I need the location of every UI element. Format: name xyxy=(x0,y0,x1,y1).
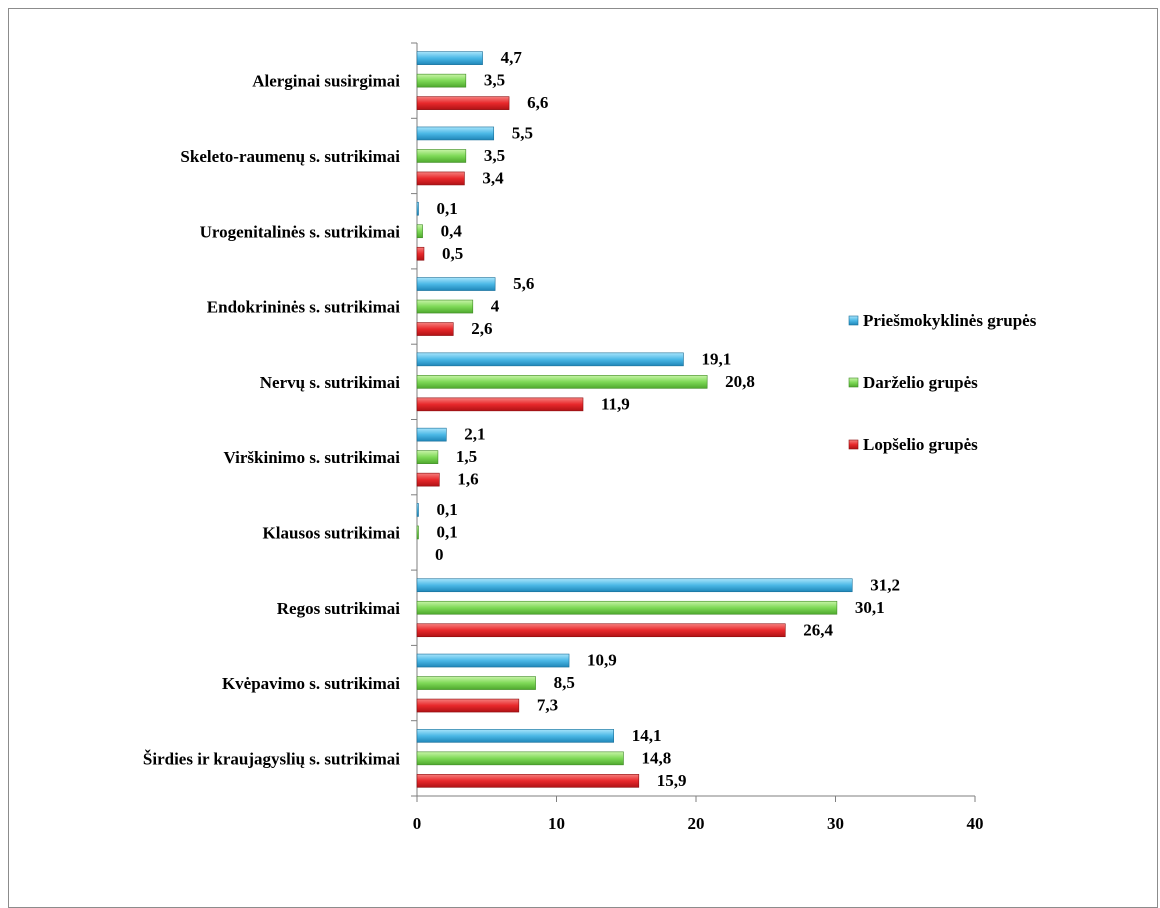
category-label: Klausos sutrikimai xyxy=(263,523,401,542)
bar xyxy=(416,774,640,788)
data-label: 4 xyxy=(491,297,500,316)
category-label: Alerginai susirgimai xyxy=(252,72,400,91)
bar xyxy=(416,503,419,517)
x-tick-label: 0 xyxy=(413,814,422,833)
bar xyxy=(416,427,447,442)
data-label: 0 xyxy=(435,545,444,564)
bar xyxy=(416,246,425,261)
legend-item: Darželio grupės xyxy=(848,373,978,392)
bar xyxy=(416,277,496,291)
bar xyxy=(416,375,708,389)
category-label: Virškinimo s. sutrikimai xyxy=(224,448,401,467)
bar xyxy=(416,653,570,668)
data-label: 15,9 xyxy=(657,771,687,790)
bar xyxy=(416,73,467,88)
legend-swatch xyxy=(848,377,859,388)
legend-label: Lopšelio grupės xyxy=(863,435,978,454)
bar xyxy=(416,698,520,713)
bar xyxy=(416,96,510,110)
chart-frame: 0 10 20 30 40 Alerginai susirgimai 4,7 3,5 6,6 Sk… xyxy=(8,8,1158,908)
bar xyxy=(416,525,419,540)
data-label: 14,8 xyxy=(641,748,671,767)
bar xyxy=(416,201,419,216)
data-label: 1,5 xyxy=(456,447,477,466)
bar xyxy=(416,322,454,336)
data-label: 2,1 xyxy=(464,425,485,444)
legend-item: Priešmokyklinės grupės xyxy=(848,311,1037,330)
data-label: 0,1 xyxy=(437,199,458,218)
data-label: 1,6 xyxy=(457,470,478,489)
data-label: 3,5 xyxy=(484,146,505,165)
bar xyxy=(416,472,440,487)
category-label: Skeleto-raumenų s. sutrikimai xyxy=(180,147,400,166)
category-label: Širdies ir kraujagyslių s. sutrikimai xyxy=(143,749,400,768)
data-label: 20,8 xyxy=(725,372,755,391)
bar xyxy=(416,352,684,367)
bar xyxy=(416,224,423,239)
x-tick-label: 10 xyxy=(548,814,565,833)
bar xyxy=(416,751,624,766)
bar xyxy=(416,299,474,314)
data-label: 0,5 xyxy=(442,244,463,263)
x-tick-label: 30 xyxy=(827,814,844,833)
bar xyxy=(416,149,467,163)
data-label: 30,1 xyxy=(855,598,885,617)
bar xyxy=(416,600,838,615)
legend-item: Lopšelio grupės xyxy=(848,435,978,454)
bar xyxy=(416,676,536,690)
data-label: 0,4 xyxy=(441,221,463,240)
legend-swatch xyxy=(848,315,859,326)
data-label: 31,2 xyxy=(870,575,900,594)
data-label: 7,3 xyxy=(537,696,558,715)
data-label: 11,9 xyxy=(601,394,630,413)
x-tick-label: 20 xyxy=(688,814,705,833)
legend-swatch xyxy=(848,439,859,450)
data-label: 4,7 xyxy=(501,48,523,67)
bar xyxy=(416,623,786,638)
bar xyxy=(416,578,853,593)
category-label: Regos sutrikimai xyxy=(277,599,401,618)
category-label: Nervų s. sutrikimai xyxy=(260,373,401,392)
category-label: Endokrininės s. sutrikimai xyxy=(207,298,400,317)
data-label: 5,6 xyxy=(513,274,534,293)
data-label: 8,5 xyxy=(554,673,575,692)
data-label: 5,5 xyxy=(512,123,533,142)
legend-label: Priešmokyklinės grupės xyxy=(863,311,1037,330)
bar xyxy=(416,171,465,186)
data-label: 14,1 xyxy=(632,726,662,745)
data-label: 19,1 xyxy=(701,349,731,368)
bar xyxy=(416,450,439,464)
bar xyxy=(416,397,584,412)
data-label: 6,6 xyxy=(527,93,548,112)
data-label: 10,9 xyxy=(587,651,617,670)
legend-label: Darželio grupės xyxy=(863,373,978,392)
category-label: Urogenitalinės s. sutrikimai xyxy=(200,222,401,241)
bar xyxy=(416,126,495,141)
data-label: 3,5 xyxy=(484,71,505,90)
bar xyxy=(416,729,614,743)
data-label: 26,4 xyxy=(803,620,833,639)
data-label: 3,4 xyxy=(482,168,504,187)
x-tick-label: 40 xyxy=(967,814,984,833)
data-label: 2,6 xyxy=(471,319,492,338)
data-label: 0,1 xyxy=(437,522,458,541)
bar xyxy=(416,51,483,65)
category-label: Kvėpavimo s. sutrikimai xyxy=(222,674,400,693)
data-label: 0,1 xyxy=(437,500,458,519)
